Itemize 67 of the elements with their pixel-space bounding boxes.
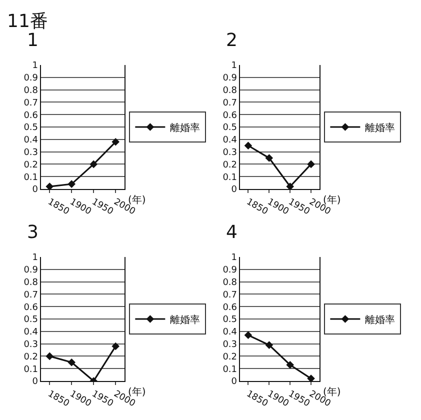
chart-title: 2 bbox=[226, 30, 238, 51]
point bbox=[46, 182, 54, 189]
y-tick-label: 0 bbox=[32, 185, 38, 196]
y-tick-label: 0.4 bbox=[24, 328, 38, 338]
point bbox=[244, 142, 252, 150]
y-tick-label: 0.6 bbox=[24, 302, 38, 313]
point bbox=[307, 160, 315, 168]
y-tick-label: 1 bbox=[231, 253, 238, 264]
y-tick-label: 0.4 bbox=[222, 136, 238, 146]
y-tick-label: 0.3 bbox=[24, 148, 38, 158]
y-tick-label: 0.8 bbox=[222, 278, 238, 288]
y-tick-label: 0.9 bbox=[222, 266, 238, 276]
point bbox=[307, 374, 315, 381]
legend-label: 離婚率 bbox=[365, 314, 396, 326]
y-tick-label: 0.3 bbox=[24, 340, 38, 350]
y-tick-label: 0.9 bbox=[24, 74, 38, 84]
y-tick-label: 0.6 bbox=[222, 302, 238, 313]
y-tick-label: 0.3 bbox=[222, 340, 238, 350]
y-tick-label: 0.4 bbox=[24, 136, 38, 146]
y-tick-label: 0.1 bbox=[222, 364, 238, 375]
y-tick-label: 0.8 bbox=[222, 86, 238, 96]
y-tick-label: 0 bbox=[231, 185, 238, 196]
y-tick-label: 1 bbox=[32, 253, 38, 264]
y-tick-label: 0.5 bbox=[222, 315, 238, 326]
y-tick-label: 0.1 bbox=[222, 172, 238, 183]
y-tick-label: 0.7 bbox=[24, 290, 38, 300]
y-tick-label: 0.2 bbox=[222, 352, 238, 362]
y-tick-label: 0.8 bbox=[24, 86, 38, 96]
y-tick-label: 1 bbox=[231, 61, 238, 72]
y-tick-label: 0.7 bbox=[222, 98, 238, 108]
y-tick-label: 0.9 bbox=[24, 266, 38, 276]
y-tick-label: 0.4 bbox=[222, 328, 238, 338]
legend-label: 離婚率 bbox=[170, 122, 200, 134]
point bbox=[286, 182, 294, 189]
y-tick-label: 0.7 bbox=[24, 98, 38, 108]
point bbox=[286, 360, 294, 369]
text: 11番 bbox=[7, 11, 48, 32]
point bbox=[46, 352, 54, 360]
y-tick-label: 0.5 bbox=[24, 123, 38, 134]
y-tick-label: 0.8 bbox=[24, 278, 38, 288]
y-tick-label: 0.5 bbox=[222, 123, 238, 134]
point bbox=[68, 180, 76, 188]
point bbox=[112, 342, 120, 350]
y-tick-label: 0.5 bbox=[24, 315, 38, 326]
point bbox=[244, 331, 252, 340]
y-tick-label: 0.2 bbox=[222, 160, 238, 170]
chart-title: 4 bbox=[226, 222, 238, 243]
y-tick-label: 0.9 bbox=[222, 74, 238, 84]
y-tick-label: 0.7 bbox=[222, 290, 238, 300]
point bbox=[265, 341, 274, 349]
legend-label: 離婚率 bbox=[170, 314, 200, 326]
legend-label: 離婚率 bbox=[365, 122, 396, 134]
chart-title: 3 bbox=[27, 222, 38, 243]
y-tick-label: 0.3 bbox=[222, 148, 238, 158]
point bbox=[68, 358, 76, 366]
y-tick-label: 0.6 bbox=[24, 110, 38, 121]
y-tick-label: 0.2 bbox=[24, 160, 38, 170]
y-tick-label: 0 bbox=[231, 377, 238, 388]
point bbox=[90, 160, 98, 168]
point bbox=[112, 138, 120, 146]
y-tick-label: 0.2 bbox=[24, 352, 38, 362]
y-tick-label: 0.6 bbox=[222, 110, 238, 121]
y-tick-label: 0.1 bbox=[24, 364, 38, 375]
point bbox=[265, 154, 274, 162]
y-tick-label: 0 bbox=[32, 377, 38, 388]
y-tick-label: 0.1 bbox=[24, 172, 38, 183]
y-tick-label: 1 bbox=[32, 61, 38, 72]
